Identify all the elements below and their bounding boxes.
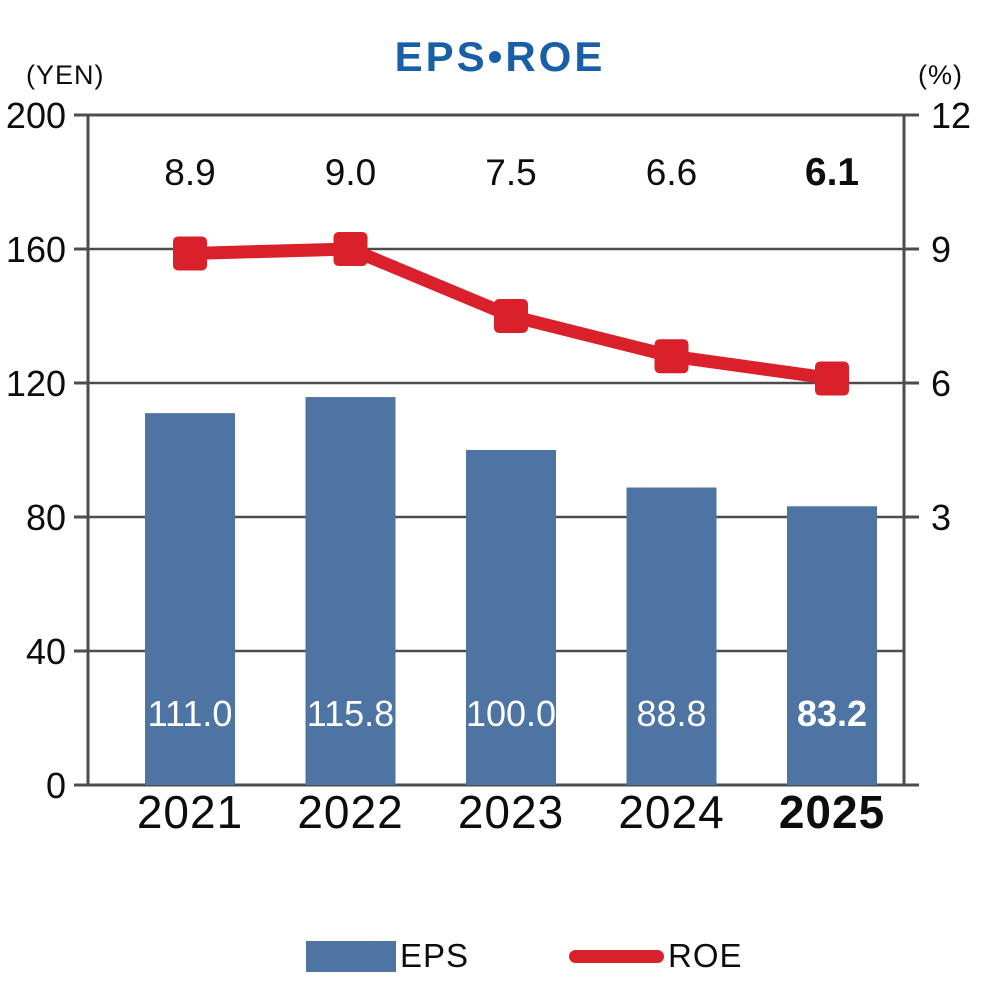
right-axis-tick-label: 6: [931, 363, 951, 404]
eps-bar-value-label: 88.8: [636, 693, 706, 734]
eps-bar: [305, 397, 396, 785]
roe-value-label: 9.0: [325, 152, 376, 193]
roe-value-label: 6.1: [805, 151, 859, 194]
left-axis-tick-label: 200: [6, 95, 66, 136]
eps-bar: [626, 487, 717, 785]
eps-bar: [145, 413, 235, 785]
eps-bar-value-label: 111.0: [148, 693, 233, 734]
left-axis-tick-label: 40: [26, 631, 66, 672]
roe-marker: [654, 339, 689, 374]
x-axis-label: 2021: [137, 786, 243, 838]
eps-bar: [787, 506, 877, 785]
chart-title: EPS•ROE: [394, 33, 606, 80]
roe-marker: [173, 236, 207, 271]
x-axis-label: 2025: [779, 786, 885, 838]
roe-marker: [333, 232, 368, 266]
roe-line-swatch: [569, 949, 664, 963]
left-axis-tick-label: 160: [6, 229, 66, 270]
legend-item-roe: ROE: [569, 934, 743, 978]
roe-marker: [815, 361, 849, 396]
eps-bar-value-label: 83.2: [797, 693, 867, 734]
x-axis-label: 2024: [618, 786, 724, 838]
roe-marker: [494, 299, 528, 333]
x-axis-label: 2023: [458, 786, 564, 838]
legend: EPS ROE: [0, 934, 1000, 978]
legend-label-eps: EPS: [400, 937, 470, 974]
legend-item-eps: EPS: [306, 934, 469, 978]
eps-bar: [466, 450, 556, 785]
right-axis-tick-label: 3: [931, 497, 951, 538]
left-axis-unit-label: (YEN): [26, 60, 105, 90]
legend-label-roe: ROE: [668, 937, 743, 974]
roe-value-label: 6.6: [646, 152, 697, 193]
roe-value-label: 7.5: [485, 152, 536, 193]
eps-bar-swatch: [306, 940, 396, 972]
left-axis-tick-label: 120: [6, 363, 66, 404]
eps-bar-value-label: 115.8: [307, 693, 394, 734]
x-axis-label: 2022: [297, 786, 403, 838]
left-axis-tick-label: 0: [46, 765, 66, 806]
right-axis-tick-label: 12: [931, 95, 971, 136]
left-axis-tick-label: 80: [26, 497, 66, 538]
roe-value-label: 8.9: [164, 152, 215, 193]
right-axis-tick-label: 9: [931, 229, 951, 270]
right-axis-unit-label: (%): [918, 60, 963, 90]
eps-bar-value-label: 100.0: [466, 693, 556, 734]
